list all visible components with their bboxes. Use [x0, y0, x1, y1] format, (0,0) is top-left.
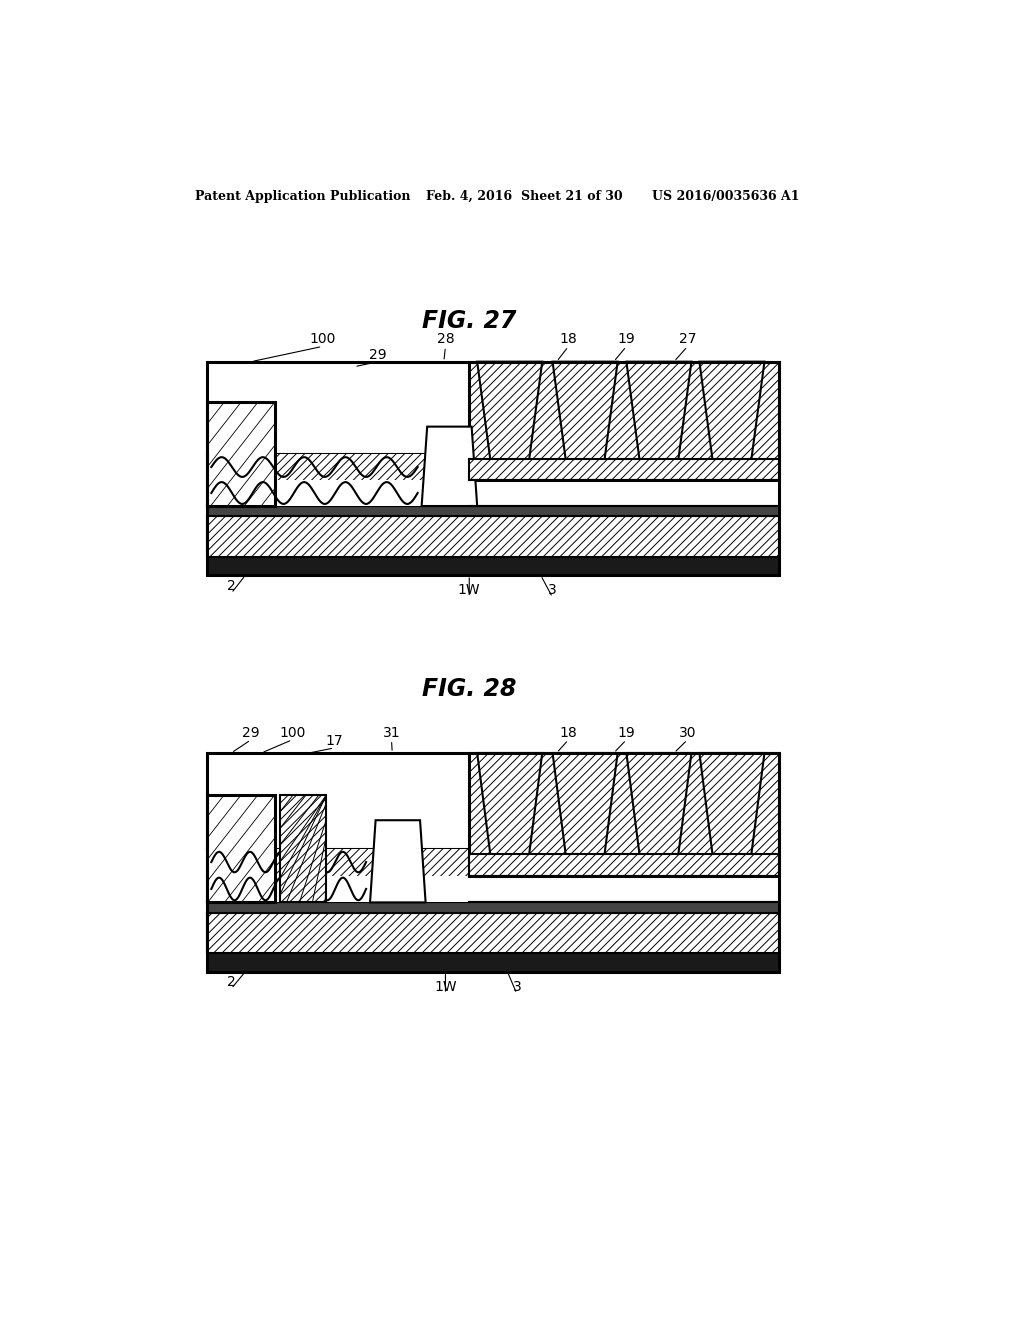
Polygon shape — [477, 362, 543, 480]
Text: 27: 27 — [679, 333, 696, 346]
Polygon shape — [699, 752, 765, 875]
Text: 29: 29 — [370, 347, 387, 362]
Bar — [469, 459, 778, 480]
Polygon shape — [627, 362, 691, 480]
Text: 31: 31 — [383, 726, 400, 739]
Bar — [207, 362, 778, 576]
Text: Sheet 21 of 30: Sheet 21 of 30 — [521, 190, 623, 202]
Bar — [469, 752, 778, 875]
Bar — [207, 557, 778, 576]
Bar — [207, 795, 274, 903]
Polygon shape — [699, 362, 765, 480]
Polygon shape — [627, 752, 691, 875]
Text: 2: 2 — [226, 579, 236, 594]
Bar — [207, 454, 469, 480]
Bar — [207, 516, 778, 557]
Text: 28: 28 — [436, 333, 455, 346]
Bar — [207, 752, 778, 972]
Text: 3: 3 — [548, 583, 557, 598]
Polygon shape — [553, 752, 617, 875]
Bar — [469, 854, 778, 875]
Text: 3: 3 — [512, 979, 521, 994]
Bar — [281, 795, 327, 903]
Text: 100: 100 — [309, 333, 336, 346]
Bar — [207, 362, 778, 576]
Polygon shape — [370, 820, 426, 903]
Text: Patent Application Publication: Patent Application Publication — [196, 190, 411, 202]
Bar — [207, 912, 778, 953]
Polygon shape — [477, 752, 543, 875]
Text: FIG. 27: FIG. 27 — [422, 309, 516, 333]
Text: 19: 19 — [617, 726, 635, 739]
Text: 29: 29 — [243, 726, 260, 739]
Text: 1W: 1W — [458, 583, 480, 598]
Bar — [207, 403, 274, 506]
Text: 17: 17 — [326, 734, 343, 748]
Bar — [469, 362, 778, 480]
Text: FIG. 28: FIG. 28 — [422, 677, 516, 701]
Text: US 2016/0035636 A1: US 2016/0035636 A1 — [652, 190, 800, 202]
Bar — [207, 953, 778, 972]
Bar — [207, 752, 778, 972]
Bar — [207, 849, 469, 903]
Bar — [207, 903, 778, 912]
Text: 30: 30 — [679, 726, 696, 739]
Bar — [207, 454, 469, 506]
Text: 18: 18 — [559, 726, 578, 739]
Bar — [207, 849, 469, 875]
Bar — [207, 506, 778, 516]
Text: 2: 2 — [226, 974, 236, 989]
Text: 18: 18 — [559, 333, 578, 346]
Polygon shape — [422, 426, 477, 506]
Text: 100: 100 — [280, 726, 305, 739]
Text: Feb. 4, 2016: Feb. 4, 2016 — [426, 190, 512, 202]
Polygon shape — [553, 362, 617, 480]
Text: 19: 19 — [617, 333, 635, 346]
Text: 1W: 1W — [434, 979, 457, 994]
